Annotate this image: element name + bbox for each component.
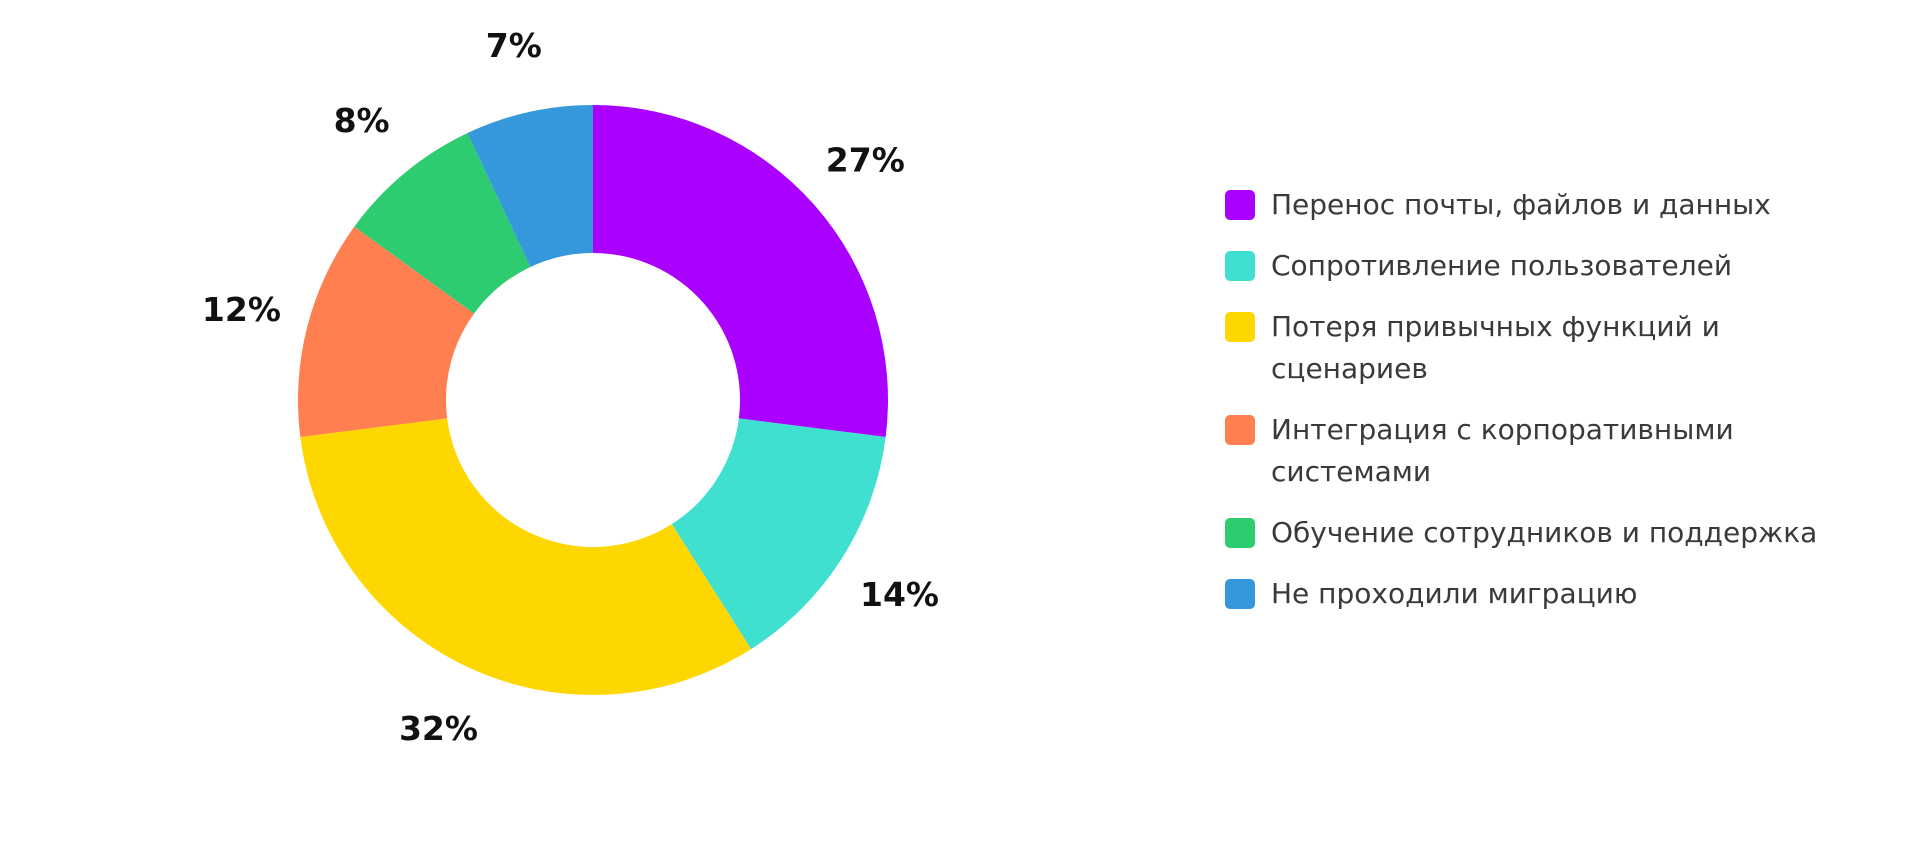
- slice-value-label-3: 32%: [399, 709, 478, 748]
- donut-slice-3: [300, 418, 752, 696]
- donut-slice-6: [467, 105, 593, 267]
- legend-item-2: Сопротивление пользователей: [1225, 245, 1905, 287]
- legend-label-6: Не проходили миграцию: [1271, 577, 1638, 610]
- chart-legend: Перенос почты, файлов и данных Сопротивле…: [1225, 184, 1905, 634]
- donut-slice-1: [593, 105, 888, 437]
- legend-item-5: Обучение сотрудников и поддержка: [1225, 512, 1905, 554]
- legend-item-3: Потеря привычных функций и сценариев: [1225, 306, 1905, 390]
- donut-slice-4: [298, 226, 475, 437]
- slice-value-label-6: 7%: [486, 26, 542, 65]
- legend-swatch-5: [1225, 518, 1255, 548]
- legend-swatch-3: [1225, 312, 1255, 342]
- legend-label-3: Потеря привычных функций и сценариев: [1271, 310, 1720, 385]
- slice-value-label-4: 12%: [202, 290, 281, 329]
- legend-label-2: Сопротивление пользователей: [1271, 249, 1733, 282]
- legend-label-1: Перенос почты, файлов и данных: [1271, 188, 1771, 221]
- donut-slice-5: [354, 133, 531, 314]
- slice-value-label-1: 27%: [826, 140, 905, 179]
- legend-item-6: Не проходили миграцию: [1225, 573, 1905, 615]
- slice-value-label-2: 14%: [860, 575, 939, 614]
- legend-item-1: Перенос почты, файлов и данных: [1225, 184, 1905, 226]
- legend-swatch-1: [1225, 190, 1255, 220]
- legend-swatch-6: [1225, 579, 1255, 609]
- legend-swatch-4: [1225, 415, 1255, 445]
- donut-slice-2: [671, 418, 886, 650]
- legend-label-4: Интеграция с корпоративными системами: [1271, 413, 1734, 488]
- legend-item-4: Интеграция с корпоративными системами: [1225, 409, 1905, 493]
- legend-label-5: Обучение сотрудников и поддержка: [1271, 516, 1818, 549]
- slice-value-label-5: 8%: [334, 101, 390, 140]
- legend-swatch-2: [1225, 251, 1255, 281]
